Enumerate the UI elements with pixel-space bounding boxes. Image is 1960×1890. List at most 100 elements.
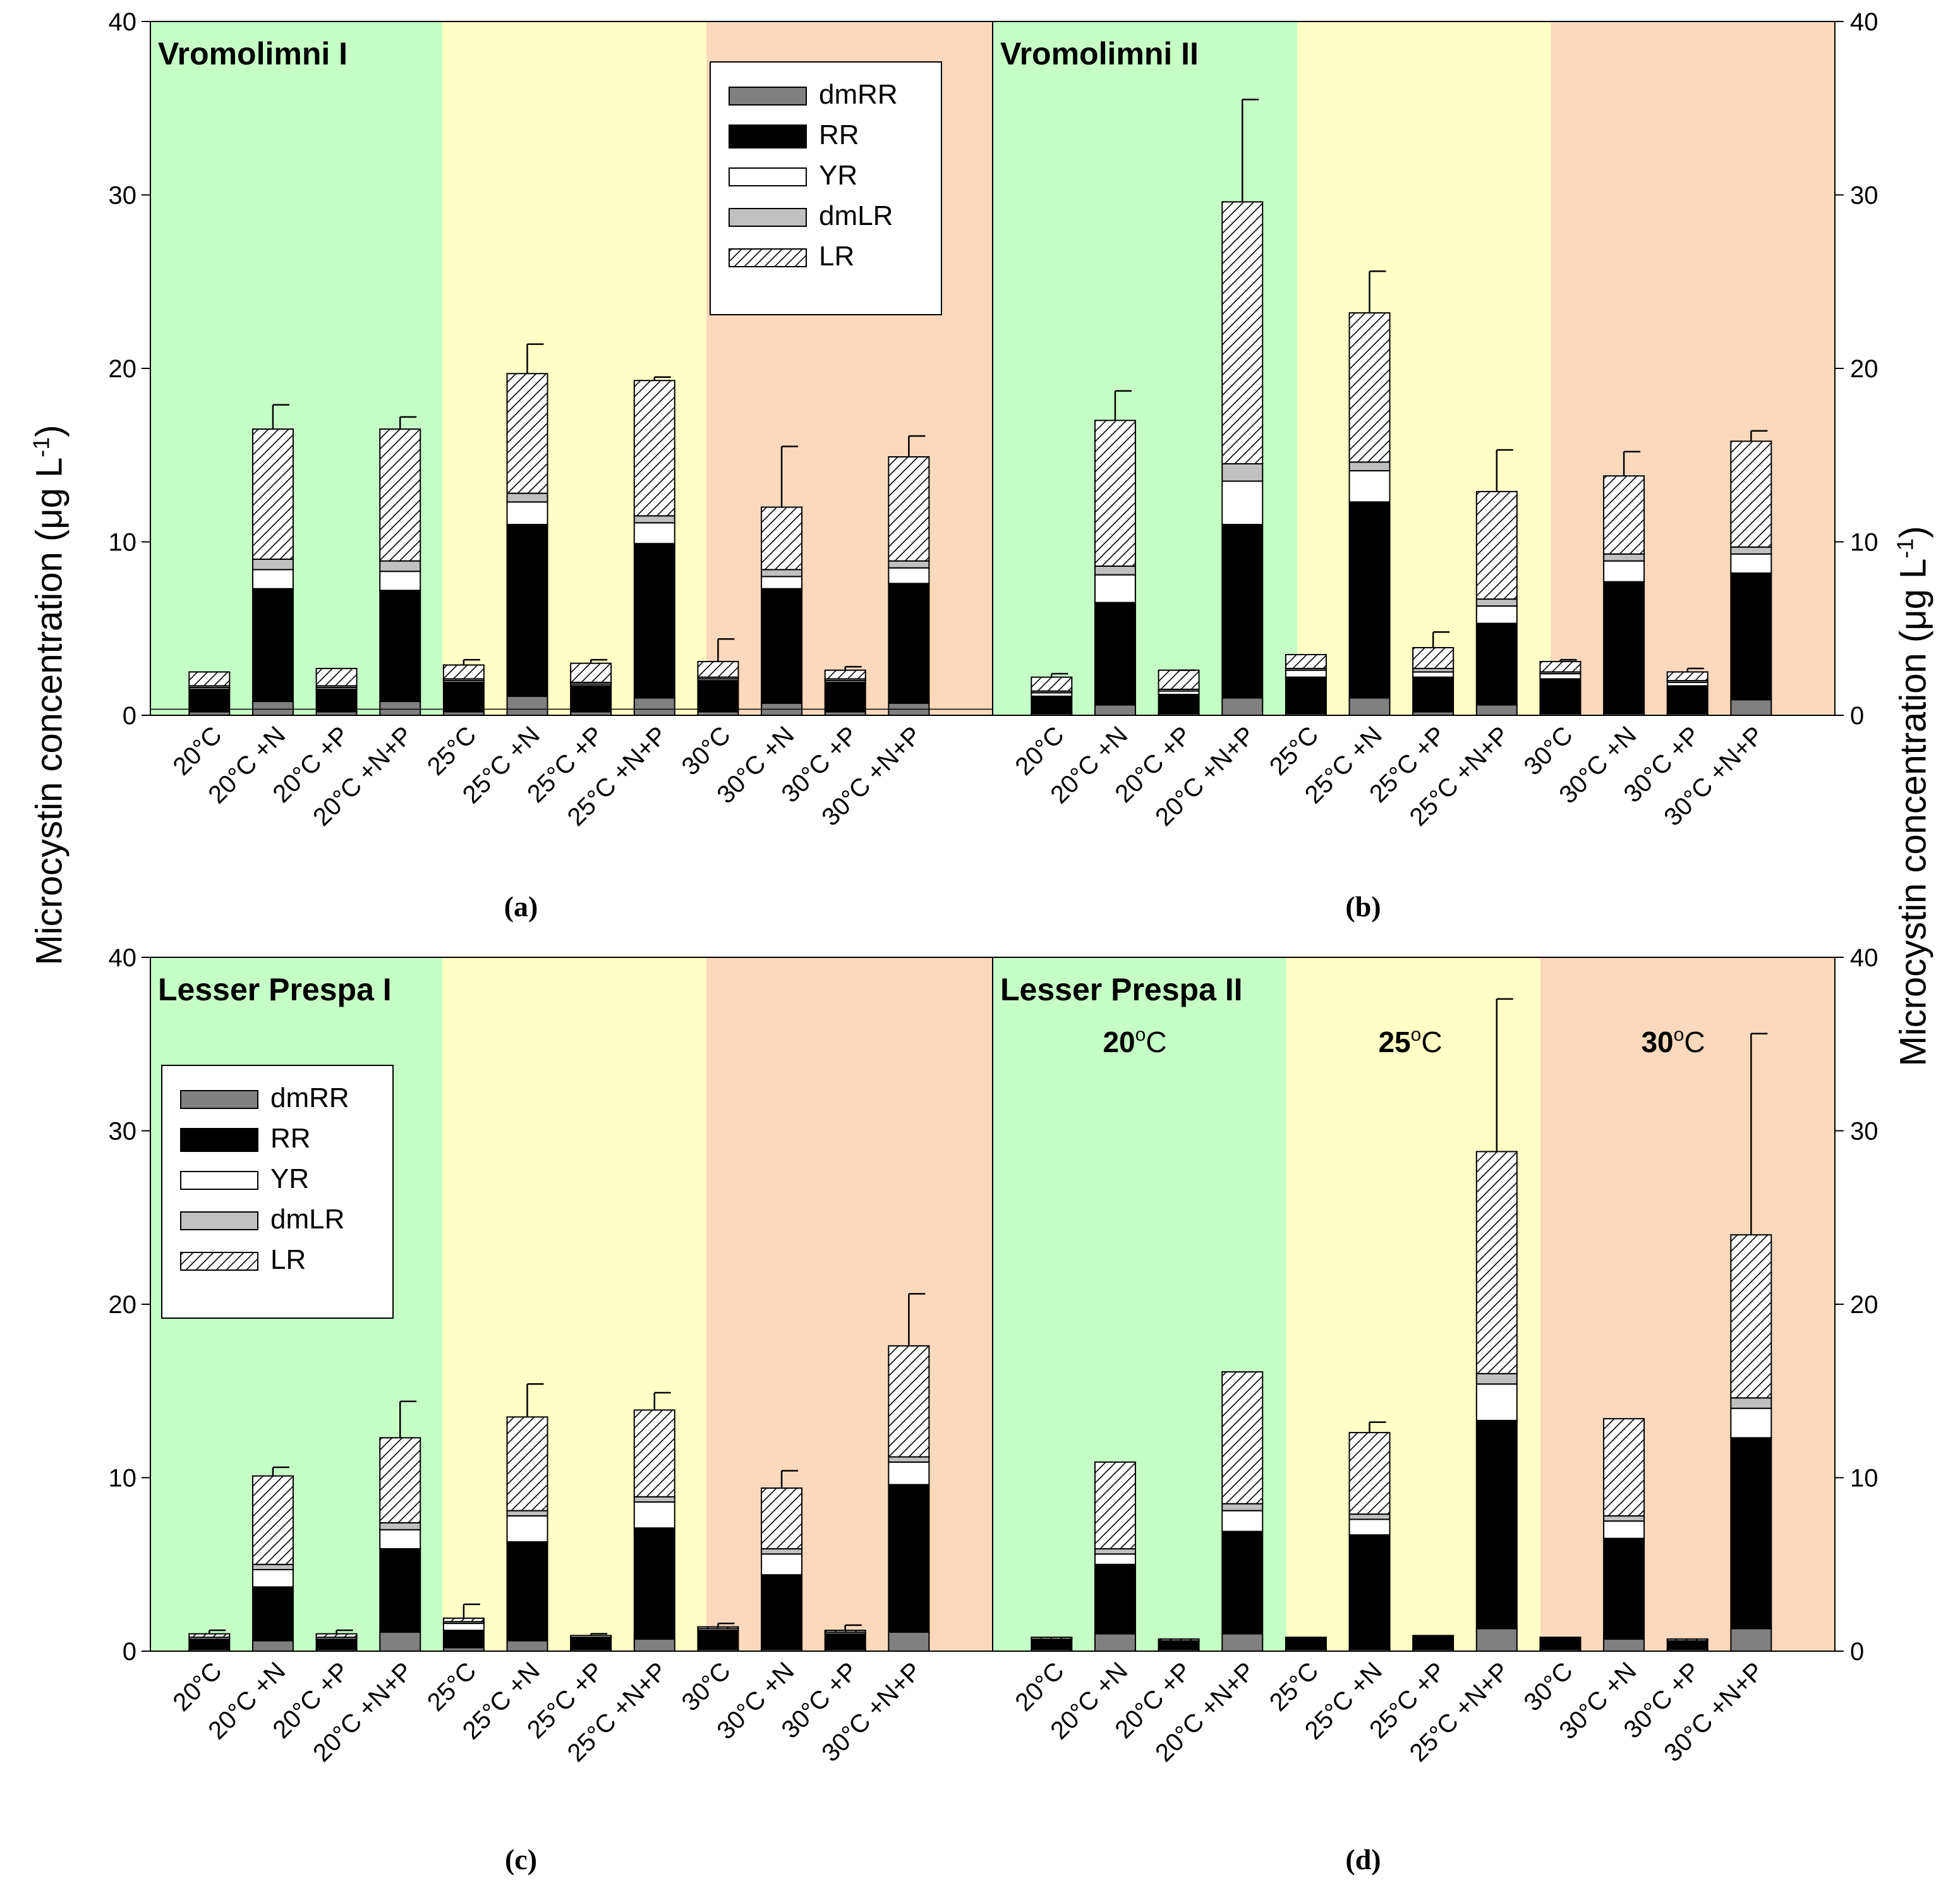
panel-b-bar-1-LR xyxy=(1031,676,1073,692)
panel-b-zone-3 xyxy=(1551,21,1835,715)
panel-b-xtick-9: 30°C xyxy=(1518,721,1578,780)
panel-d-bar-1-LR xyxy=(1031,1637,1073,1640)
panel-d-bar-3-LR xyxy=(1158,1638,1200,1642)
panel-b-bar-4-YR xyxy=(1221,480,1264,526)
panel-d-zone-3 xyxy=(1540,957,1835,1651)
panel-b-bar-10-YR xyxy=(1603,560,1645,583)
panel-b-bar-8-dmLR xyxy=(1475,598,1518,607)
panel-b-caption: (b) xyxy=(1345,890,1381,923)
panel-d-bar-7-RR xyxy=(1412,1635,1455,1651)
panel-b-bar-8-LR xyxy=(1475,490,1518,600)
panel-d-bar-6-LR xyxy=(1348,1432,1391,1515)
panel-b-bar-12-RR xyxy=(1730,572,1772,701)
panel-d-bar-4-dmRR xyxy=(1221,1633,1264,1652)
panel-b-bar-5-LR xyxy=(1285,653,1327,669)
panel-b-ytick-40: 40 xyxy=(1850,8,1878,36)
panel-c-legend-label-RR: RR xyxy=(270,1123,311,1154)
y-axis-label-right: Microcystin concentration (μg L-1) xyxy=(1892,526,1934,1067)
panel-a-ytick-30: 30 xyxy=(109,182,137,210)
panel-b-bar-4-dmLR xyxy=(1221,463,1264,482)
panel-b-bar-11-RR xyxy=(1666,685,1709,715)
panel-c-caption: (c) xyxy=(505,1843,537,1875)
panel-a-ytick-10: 10 xyxy=(109,529,137,557)
panel-d-bar-10-YR xyxy=(1603,1520,1645,1539)
panel-c-legend-swatch-LR xyxy=(180,1252,258,1271)
panel-a-bar-2-LR xyxy=(251,428,294,560)
panel-b-bar-12-YR xyxy=(1730,553,1772,574)
panel-a-legend-label-LR: LR xyxy=(819,241,854,272)
panel-b-bar-10-dmLR xyxy=(1603,553,1645,562)
panel-d-bar-8-dmLR xyxy=(1475,1372,1518,1385)
panel-a-legend-label-YR: YR xyxy=(819,160,857,191)
panel-d-bar-9-RR xyxy=(1539,1637,1582,1651)
panel-d-ytick-0: 0 xyxy=(1850,1638,1864,1666)
panel-b-bar-9-RR xyxy=(1539,678,1582,715)
panel-d-bar-8-LR xyxy=(1475,1151,1518,1374)
panel-b-bar-5-YR xyxy=(1285,669,1327,678)
panel-d-bar-8-YR xyxy=(1475,1383,1518,1421)
panel-b-ytick-0: 0 xyxy=(1850,702,1864,730)
panel-b-bar-10-RR xyxy=(1603,581,1645,715)
panel-d-bar-6-RR xyxy=(1348,1534,1391,1651)
panel-a-bar-1-LR xyxy=(188,671,231,687)
panel-a-ytick-20: 20 xyxy=(109,355,137,383)
panel-a-legend-swatch-LR xyxy=(729,248,807,267)
panel-c-ytick-30: 30 xyxy=(109,1118,137,1146)
panel-d-zone-label-2: 25oC xyxy=(1378,1024,1442,1058)
panel-a-bar-10-LR xyxy=(761,506,803,571)
panel-b-bar-9-LR xyxy=(1539,660,1582,673)
panel-b-bar-4-LR xyxy=(1221,201,1264,464)
panel-a-bar-4-RR xyxy=(379,590,421,703)
panel-d-ytick-40: 40 xyxy=(1850,944,1878,972)
panel-d-bar-12-RR xyxy=(1730,1437,1772,1630)
panel-d-caption: (d) xyxy=(1345,1843,1381,1875)
panel-a-bar-5-LR xyxy=(442,664,485,680)
panel-d-bar-2-dmLR xyxy=(1094,1548,1136,1555)
panel-d-bar-4-YR xyxy=(1221,1510,1264,1532)
panel-a-bar-8-dmLR xyxy=(633,515,675,524)
panel-a-bar-6-RR xyxy=(506,524,548,697)
panel-a-bar-2-RR xyxy=(251,588,294,703)
panel-b-bar-2-RR xyxy=(1094,602,1136,706)
panel-d-zone-label-1: 20oC xyxy=(1103,1024,1166,1058)
panel-a-xtick-9: 30°C xyxy=(676,721,735,780)
panel-b-bar-6-LR xyxy=(1348,312,1391,463)
panel-c-bar-7-YR xyxy=(570,1635,612,1639)
panel-b-bar-12-LR xyxy=(1730,440,1772,548)
panel-a-legend-swatch-RR xyxy=(729,124,807,148)
panel-b-bar-6-dmLR xyxy=(1348,461,1391,471)
panel-a-legend-label-dmLR: dmLR xyxy=(819,200,893,231)
panel-b-bar-4-dmRR xyxy=(1221,697,1264,717)
panel-d-bar-3-RR xyxy=(1158,1640,1200,1651)
panel-c-bar-6-LR xyxy=(506,1416,548,1511)
panel-d-bar-5-RR xyxy=(1285,1637,1327,1651)
panel-a-bar-6-dmLR xyxy=(506,492,548,503)
panel-a-bar-4-dmLR xyxy=(379,560,421,572)
panel-a-bar-4-dmRR xyxy=(379,701,421,717)
panel-c-bar-4-LR xyxy=(379,1437,421,1524)
panel-c-ytick-0: 0 xyxy=(123,1638,136,1666)
panel-a-ytick-40: 40 xyxy=(109,8,137,36)
panel-c-bar-6-YR xyxy=(506,1515,548,1543)
panel-b-ytick-10: 10 xyxy=(1850,529,1878,557)
panel-c-xtick-9: 30°C xyxy=(676,1657,735,1716)
panel-c-bar-12-dmRR xyxy=(888,1631,930,1652)
panel-c-bar-10-YR xyxy=(761,1553,803,1576)
panel-c-legend-label-dmLR: dmLR xyxy=(270,1204,344,1235)
panel-c-bar-5-LR xyxy=(442,1617,485,1623)
panel-a-caption: (a) xyxy=(504,890,538,923)
panel-c-legend-swatch-dmRR xyxy=(180,1090,258,1109)
panel-d-bar-4-dmLR xyxy=(1221,1503,1264,1511)
panel-a-bar-12-YR xyxy=(888,567,930,585)
panel-d-bar-4-LR xyxy=(1221,1371,1264,1505)
panel-d-bar-8-RR xyxy=(1475,1419,1518,1630)
panel-a-bar-10-dmLR xyxy=(761,569,803,578)
panel-c-bar-12-YR xyxy=(888,1461,930,1486)
panel-b-bar-9-YR xyxy=(1539,673,1582,680)
panel-b-bar-12-dmRR xyxy=(1730,699,1772,717)
panel-a-bar-6-YR xyxy=(506,501,548,526)
panel-c-bar-10-RR xyxy=(761,1574,803,1651)
panel-c-bar-4-RR xyxy=(379,1548,421,1633)
panel-a-xtick-5: 25°C xyxy=(422,721,481,780)
